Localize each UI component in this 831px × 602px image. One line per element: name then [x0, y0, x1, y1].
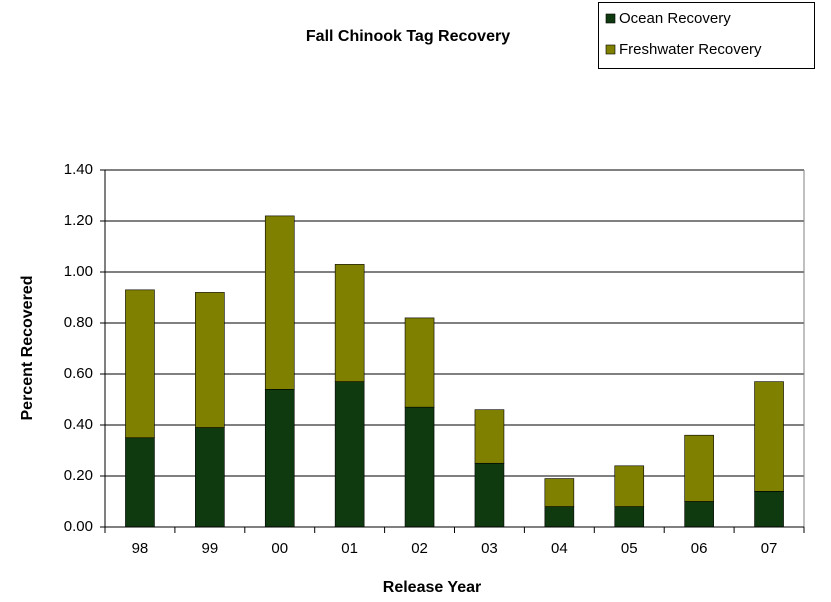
bar-segment: [754, 381, 784, 492]
bar-segment: [614, 465, 645, 507]
bar-segment: [264, 388, 295, 528]
x-tick-label: 02: [411, 540, 428, 557]
bar-segment: [264, 215, 295, 390]
bar-segment: [334, 264, 365, 382]
legend-label: Freshwater Recovery: [619, 41, 762, 58]
bar-segment: [404, 317, 435, 408]
bar-segment: [195, 427, 225, 528]
bar-segment: [544, 506, 575, 528]
legend-swatch: [605, 44, 616, 55]
y-axis-label: Percent Recovered: [19, 276, 36, 421]
legend-label: Ocean Recovery: [619, 10, 731, 27]
y-tick-label: 0.00: [64, 518, 93, 535]
y-tick-label: 1.00: [64, 263, 93, 280]
legend-swatch: [605, 13, 616, 24]
x-tick-label: 98: [132, 540, 149, 557]
y-tick-label: 1.20: [64, 212, 93, 229]
chart-title: Fall Chinook Tag Recovery: [306, 28, 510, 45]
x-tick-label: 04: [551, 540, 568, 557]
bar-segment: [474, 409, 505, 464]
bar-segment: [195, 292, 225, 428]
bar-segment: [684, 501, 714, 528]
bar-segment: [544, 478, 575, 507]
y-tick-label: 0.60: [64, 365, 93, 382]
bar-segment: [125, 437, 155, 528]
bar-segment: [125, 289, 155, 439]
y-tick-label: 0.80: [64, 314, 93, 331]
y-tick-label: 1.40: [64, 161, 93, 178]
bar-segment: [474, 462, 505, 528]
y-tick-label: 0.40: [64, 416, 93, 433]
bar-segment: [754, 490, 784, 528]
bar-segment: [404, 406, 435, 528]
x-axis-label: Release Year: [383, 579, 481, 596]
x-tick-label: 06: [691, 540, 708, 557]
bar-segment: [334, 381, 365, 528]
x-tick-label: 07: [761, 540, 778, 557]
x-tick-label: 05: [621, 540, 638, 557]
x-tick-label: 01: [341, 540, 358, 557]
y-tick-label: 0.20: [64, 467, 93, 484]
bar-segment: [684, 434, 714, 502]
x-tick-label: 00: [271, 540, 288, 557]
x-tick-label: 99: [202, 540, 219, 557]
bar-segment: [614, 506, 645, 528]
legend-box: [598, 2, 815, 69]
x-tick-label: 03: [481, 540, 498, 557]
